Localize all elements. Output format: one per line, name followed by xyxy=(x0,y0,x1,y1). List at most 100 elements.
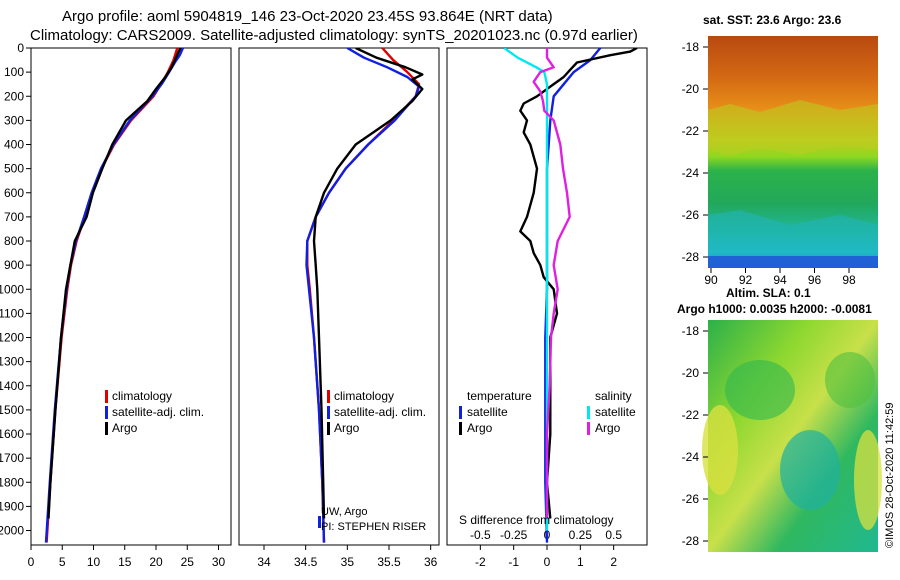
sla-green-eddy xyxy=(725,360,795,420)
x-tick-label: 20 xyxy=(149,555,163,569)
depth-tick-label: 100 xyxy=(4,65,24,79)
lat-tick-label: -20 xyxy=(682,82,700,96)
x-tick-label: 1 xyxy=(577,555,584,569)
sst-map-title: sat. SST: 23.6 Argo: 23.6 xyxy=(703,13,842,27)
x-tick-label: 10 xyxy=(87,555,101,569)
lat-tick-label: -20 xyxy=(682,366,700,380)
lat-tick-label: -18 xyxy=(682,324,700,338)
depth-tick-label: 1800 xyxy=(0,475,24,489)
s-diff-tick-label: -0.25 xyxy=(500,528,528,542)
legend-temp-satellite-label: satellite xyxy=(467,405,508,419)
lon-tick-label: 94 xyxy=(773,273,787,287)
depth-tick-label: 600 xyxy=(4,186,24,200)
legend-sal-satellite-label: satellite xyxy=(595,405,636,419)
legend-temp-argo-label: Argo xyxy=(467,421,493,435)
s-diff-tick-label: 0.5 xyxy=(605,528,622,542)
depth-tick-label: 1100 xyxy=(0,306,24,320)
legend-temp-satellite-swatch xyxy=(459,406,462,419)
s-diff-tick-label: -0.5 xyxy=(470,528,491,542)
depth-tick-label: 200 xyxy=(4,89,24,103)
depth-tick-label: 1300 xyxy=(0,355,24,369)
sst-lon-axis: 90 92 94 96 98 xyxy=(704,268,856,287)
temperature-legend: climatology satellite-adj. clim. Argo xyxy=(105,389,204,435)
difference-x-axis: -2 -1 0 1 2 xyxy=(475,545,617,569)
x-tick-label: 25 xyxy=(181,555,195,569)
x-tick-label: -2 xyxy=(475,555,486,569)
depth-tick-label: 500 xyxy=(4,162,24,176)
x-tick-label: 0 xyxy=(28,555,35,569)
depth-tick-label: 900 xyxy=(4,258,24,272)
legend-sal-argo-swatch xyxy=(587,422,590,435)
sla-yellow-eddy xyxy=(854,430,882,530)
x-tick-label: 0 xyxy=(544,555,551,569)
depth-tick-label: 1600 xyxy=(0,427,24,441)
lat-tick-label: -26 xyxy=(682,492,700,506)
sla-teal-eddy xyxy=(780,430,840,510)
legend-argo-swatch xyxy=(327,422,330,435)
sst-cool-patch xyxy=(708,210,878,268)
depth-tick-label: 1900 xyxy=(0,499,24,513)
x-tick-label: 5 xyxy=(59,555,66,569)
salinity-legend: climatology satellite-adj. clim. Argo UW… xyxy=(318,389,426,533)
legend-temperature-heading: temperature xyxy=(467,389,532,403)
lat-tick-label: -24 xyxy=(682,166,700,180)
salinity-panel xyxy=(238,47,440,546)
lon-tick-label: 92 xyxy=(739,273,753,287)
lat-tick-label: -22 xyxy=(682,124,700,138)
temperature-x-axis: 0 5 10 15 20 25 30 xyxy=(28,545,226,569)
lat-tick-label: -28 xyxy=(682,250,700,264)
lat-tick-label: -28 xyxy=(682,534,700,548)
legend-climatology-label: climatology xyxy=(112,389,172,403)
lon-tick-label: 98 xyxy=(842,273,856,287)
legend-argo-swatch xyxy=(105,422,108,435)
depth-tick-label: 1200 xyxy=(0,331,24,345)
series-line-argo xyxy=(47,48,182,519)
x-tick-label: -1 xyxy=(508,555,519,569)
lat-tick-label: -18 xyxy=(682,40,700,54)
s-diff-tick-label: 0.25 xyxy=(569,528,593,542)
x-tick-label: 15 xyxy=(118,555,132,569)
sla-green-eddy xyxy=(825,352,875,408)
x-tick-label: 30 xyxy=(212,555,226,569)
legend-argo-label: Argo xyxy=(112,421,138,435)
x-tick-label: 34.5 xyxy=(294,555,318,569)
difference-legend: temperature satellite Argo salinity sate… xyxy=(459,389,636,527)
lon-tick-label: 90 xyxy=(704,273,718,287)
sst-front-boundary xyxy=(708,100,878,156)
legend-satellite-swatch xyxy=(105,406,108,419)
x-tick-label: 35 xyxy=(341,555,355,569)
lon-tick-label: 96 xyxy=(808,273,822,287)
sst-blue-strip xyxy=(708,256,878,268)
depth-tick-label: 1500 xyxy=(0,403,24,417)
difference-x-label: S difference from climatology xyxy=(459,513,614,527)
legend-climatology-swatch xyxy=(327,390,330,403)
depth-tick-label: 1700 xyxy=(0,451,24,465)
sla-map-title-line-1: Altim. SLA: 0.1 xyxy=(726,286,811,300)
legend-argo-label: Argo xyxy=(334,421,360,435)
x-tick-label: 34 xyxy=(257,555,271,569)
pi-annotation-line-1: UW, Argo xyxy=(321,506,367,518)
x-tick-label: 35.5 xyxy=(377,555,401,569)
lat-tick-label: -26 xyxy=(682,208,700,222)
legend-climatology-swatch xyxy=(105,390,108,403)
sla-map-title-line-2: Argo h1000: 0.0035 h2000: -0.0081 xyxy=(677,302,872,316)
series-line-salinity-argo xyxy=(532,48,571,519)
temperature-panel xyxy=(30,47,232,546)
legend-sal-satellite-swatch xyxy=(587,406,590,419)
series-line-temperature-argo xyxy=(519,48,638,519)
lat-tick-label: -24 xyxy=(682,450,700,464)
salinity-series xyxy=(305,48,424,543)
depth-tick-label: 700 xyxy=(4,210,24,224)
pi-annotation-marker xyxy=(318,516,321,528)
depth-tick-label: 2000 xyxy=(0,524,24,538)
depth-tick-label: 0 xyxy=(17,41,24,55)
legend-satellite-swatch xyxy=(327,406,330,419)
legend-satellite-label: satellite-adj. clim. xyxy=(112,405,204,419)
series-line-salinity-satellite xyxy=(503,48,549,531)
title-line-1: Argo profile: aoml 5904819_146 23-Oct-20… xyxy=(62,8,553,25)
sst-map: sat. SST: 23.6 Argo: 23.6 -18 -20 -22 -24 -2… xyxy=(682,13,878,287)
temperature-series xyxy=(44,48,185,543)
legend-climatology-label: climatology xyxy=(334,389,394,403)
depth-tick-label: 400 xyxy=(4,138,24,152)
